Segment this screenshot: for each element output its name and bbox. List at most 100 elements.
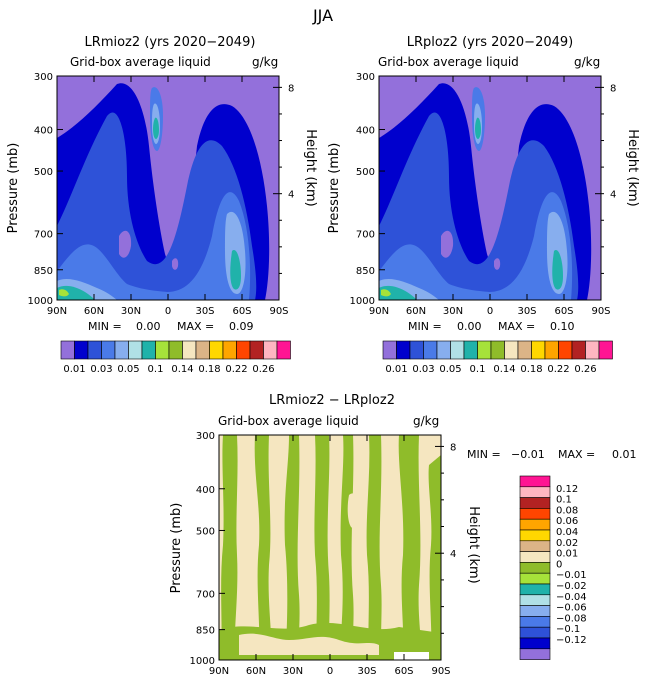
- colorbar-label: −0.02: [556, 581, 587, 592]
- y-tick-label: 300: [34, 72, 53, 83]
- colorbar-label: 0.26: [252, 364, 274, 375]
- panel-c-ylabel: Pressure (mb): [169, 503, 184, 594]
- panel-a-field: [57, 76, 279, 300]
- panel-a-max-label: MAX =: [177, 320, 214, 333]
- colorbar-swatch: [585, 340, 600, 360]
- colorbar-swatch: [423, 340, 438, 360]
- x-tick-label: 90N: [47, 306, 67, 317]
- colorbar-swatch: [571, 340, 586, 360]
- colorbar-swatch: [74, 340, 89, 360]
- colorbar-swatch: [519, 594, 551, 606]
- panel-a-subtitle: Grid-box average liquid: [70, 55, 211, 69]
- colorbar-label: −0.08: [556, 613, 587, 624]
- x-tick-label: 90S: [269, 306, 288, 317]
- x-tick-label: 60S: [232, 306, 251, 317]
- panel-b-min-label: MIN =: [408, 320, 442, 333]
- panel-c-max-label: MAX =: [558, 448, 595, 461]
- colorbar-label: 0.05: [439, 364, 461, 375]
- colorbar-swatch: [519, 497, 551, 509]
- panel-c: LRmioz2 − LRploz2 Grid-box average liqui…: [169, 393, 637, 677]
- panel-b-ylabel: Pressure (mb): [327, 143, 342, 234]
- colorbar-swatch: [396, 340, 411, 360]
- colorbar-swatch: [209, 340, 224, 360]
- colorbar-swatch: [477, 340, 492, 360]
- colorbar-swatch: [276, 340, 291, 360]
- x-tick-label: 30N: [121, 306, 141, 317]
- panel-b-field: [379, 76, 601, 300]
- page-title: JJA: [312, 6, 333, 25]
- x-tick-label: 30S: [357, 666, 376, 677]
- colorbar-swatch: [222, 340, 237, 360]
- colorbar-swatch: [382, 340, 397, 360]
- y-tick-label: 850: [34, 266, 53, 277]
- colorbar-label: 0.01: [385, 364, 407, 375]
- panel-a-min-value: 0.00: [136, 320, 161, 333]
- colorbar-label: 0.03: [90, 364, 112, 375]
- colorbar-swatch: [101, 340, 116, 360]
- colorbar-label: 0.14: [171, 364, 193, 375]
- panel-b-units: g/kg: [574, 55, 600, 69]
- colorbar-swatch: [519, 529, 551, 542]
- colorbar-swatch: [182, 340, 197, 360]
- y-tick-label: 300: [356, 72, 375, 83]
- panel-c-units: g/kg: [413, 414, 439, 428]
- x-tick-label: 0: [487, 306, 493, 317]
- colorbar-swatch: [141, 340, 156, 360]
- y2-tick-label: 8: [288, 83, 294, 94]
- y-tick-label: 1000: [350, 296, 375, 307]
- colorbar-label: 0: [556, 559, 562, 570]
- colorbar-label: −0.06: [556, 603, 587, 614]
- x-tick-label: 30S: [195, 306, 214, 317]
- colorbar-swatch: [60, 340, 75, 360]
- panel-a-max-value: 0.09: [229, 320, 254, 333]
- colorbar-swatch: [519, 540, 551, 552]
- colorbar-swatch: [517, 340, 532, 360]
- y-tick-label: 1000: [28, 296, 53, 307]
- colorbar-label: −0.04: [556, 592, 587, 603]
- colorbar-swatch: [519, 551, 551, 563]
- colorbar-swatch: [519, 637, 551, 650]
- colorbar-swatch: [490, 340, 505, 360]
- colorbar-swatch: [519, 583, 551, 596]
- colorbar-swatch: [87, 340, 102, 360]
- colorbar-swatch: [519, 562, 551, 574]
- colorbar-swatch: [519, 486, 551, 498]
- y-tick-label: 500: [356, 167, 375, 178]
- colorbar-label: 0.05: [117, 364, 139, 375]
- colorbar-swatch: [168, 340, 183, 360]
- y2-tick-label: 4: [288, 190, 294, 201]
- colorbar-label: 0.06: [556, 516, 578, 527]
- x-tick-label: 0: [327, 666, 333, 677]
- panel-c-max-value: 0.01: [612, 448, 637, 461]
- y-tick-label: 400: [196, 485, 215, 496]
- y-tick-label: 400: [34, 126, 53, 137]
- y-tick-label: 700: [34, 230, 53, 241]
- colorbar-swatch: [558, 340, 573, 360]
- panel-c-min-label: MIN =: [467, 448, 501, 461]
- panel-a-ylabel: Pressure (mb): [6, 143, 21, 234]
- x-tick-label: 30S: [517, 306, 536, 317]
- colorbar-swatch: [519, 518, 551, 531]
- panel-c-title: LRmioz2 − LRploz2: [269, 393, 395, 408]
- colorbar-label: 0.14: [493, 364, 515, 375]
- panel-b-max-value: 0.10: [550, 320, 575, 333]
- colorbar-label: −0.12: [556, 635, 587, 646]
- y-tick-label: 500: [34, 167, 53, 178]
- colorbar-swatch: [598, 340, 613, 360]
- colorbar-label: 0.22: [225, 364, 247, 375]
- y-tick-label: 850: [356, 266, 375, 277]
- colorbar-label: 0.08: [556, 505, 578, 516]
- x-tick-label: 60N: [406, 306, 426, 317]
- colorbar-swatch: [519, 605, 551, 617]
- panel-b-max-label: MAX =: [498, 320, 535, 333]
- colorbar-swatch: [463, 340, 478, 360]
- y-tick-label: 300: [196, 431, 215, 442]
- y2-tick-label: 8: [450, 442, 456, 453]
- panel-a-min-label: MIN =: [88, 320, 122, 333]
- colorbar-swatch: [519, 616, 551, 628]
- y2-tick-label: 8: [610, 83, 616, 94]
- panel-b: LRploz2 (yrs 2020−2049) Grid-box average…: [327, 35, 640, 375]
- panel-a-y2label: Height (km): [303, 129, 318, 206]
- colorbar-label: 0.1: [556, 495, 572, 506]
